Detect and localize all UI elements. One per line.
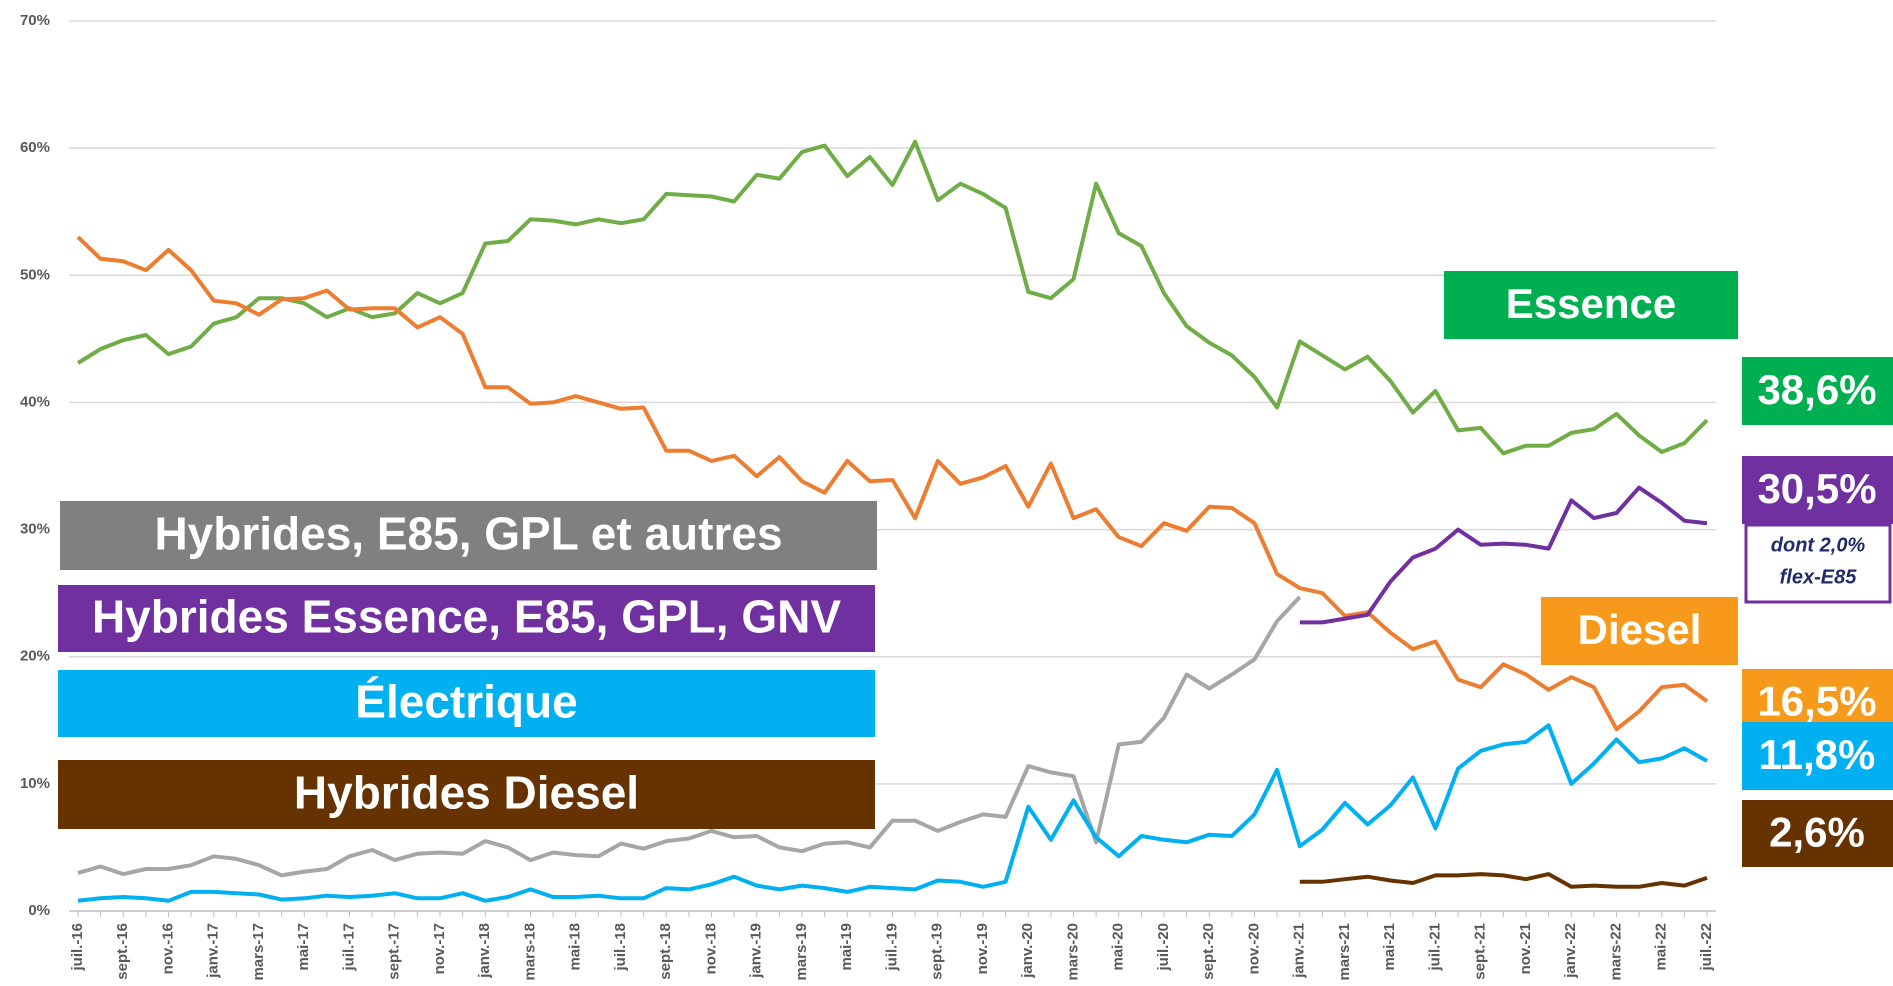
series-line — [1299, 485, 1708, 625]
end-label: 30,5% — [1757, 465, 1876, 512]
x-tick-label: mai-19 — [838, 923, 855, 971]
legend-label: Électrique — [355, 676, 577, 728]
legend-label: Hybrides, E85, GPL et autres — [154, 508, 782, 560]
x-tick-label: janv.-18 — [476, 923, 493, 979]
annotation: flex-E85 — [1780, 566, 1858, 588]
x-tick-label: juil.-16 — [69, 923, 86, 972]
end-label: 2,6% — [1769, 809, 1865, 856]
annotation: dont 2,0% — [1771, 534, 1866, 556]
x-tick-label: mai-17 — [295, 923, 312, 971]
legend-box — [1444, 271, 1738, 339]
x-tick-label: nov.-19 — [974, 923, 991, 974]
end-label-box — [1742, 456, 1893, 524]
x-tick-label: janv.-19 — [748, 923, 765, 979]
x-tick-label: nov.-20 — [1245, 923, 1262, 974]
x-tick-label: nov.-18 — [702, 923, 719, 974]
x-tick-label: juil.-18 — [612, 923, 629, 972]
x-tick-label: mai-21 — [1381, 923, 1398, 971]
x-tick-label: sept.-16 — [114, 923, 131, 980]
legend-label: Hybrides Diesel — [294, 767, 639, 819]
end-label-box — [1742, 357, 1893, 425]
x-tick-label: juil.-19 — [883, 923, 900, 972]
x-tick-label: nov.-17 — [431, 923, 448, 974]
x-tick-label: mars-21 — [1336, 923, 1353, 981]
x-tick-label: sept.-19 — [929, 923, 946, 980]
x-tick-label: juil.-22 — [1698, 923, 1715, 972]
legend-box — [58, 760, 875, 829]
x-tick-label: nov.-16 — [159, 923, 176, 974]
series-line — [77, 723, 1708, 903]
x-tick-label: janv.-17 — [205, 923, 222, 979]
x-tick-label: mars-18 — [521, 923, 538, 981]
x-tick-label: sept.-18 — [657, 923, 674, 980]
legend-label: Hybrides Essence, E85, GPL, GNV — [92, 591, 841, 643]
x-tick-label: mars-19 — [793, 923, 810, 981]
series-line — [1299, 872, 1708, 889]
x-tick-label: juil.-17 — [340, 923, 357, 972]
legend-box — [60, 501, 877, 570]
end-label: 16,5% — [1757, 678, 1876, 725]
x-tick-label: janv.-21 — [1291, 923, 1308, 979]
legend-label: Essence — [1506, 280, 1676, 327]
legend-box — [58, 670, 875, 737]
end-label-box — [1742, 800, 1893, 867]
x-tick-label: mars-20 — [1064, 923, 1081, 981]
x-tick-label: mars-22 — [1607, 923, 1624, 981]
end-label: 11,8% — [1759, 731, 1876, 778]
legend-box — [58, 585, 875, 652]
x-tick-label: sept.-21 — [1472, 923, 1489, 980]
y-tick-label: 30% — [20, 521, 50, 538]
y-tick-label: 40% — [20, 393, 50, 410]
x-tick-label: sept.-20 — [1200, 923, 1217, 980]
x-tick-label: mai-22 — [1653, 923, 1670, 971]
legend-label: Diesel — [1578, 606, 1702, 653]
x-tick-label: janv.-20 — [1019, 923, 1036, 979]
legend-box — [1541, 597, 1738, 665]
y-tick-label: 50% — [20, 266, 50, 283]
x-tick-label: mars-17 — [250, 923, 267, 981]
y-tick-label: 0% — [28, 902, 50, 919]
y-tick-label: 20% — [20, 648, 50, 665]
x-tick-label: nov.-21 — [1517, 923, 1534, 974]
y-tick-label: 10% — [20, 775, 50, 792]
annotation-box — [1744, 523, 1892, 604]
x-tick-label: janv.-22 — [1562, 923, 1579, 979]
series-line — [77, 595, 1302, 878]
x-tick-label: juil.-21 — [1426, 923, 1443, 972]
series-line — [76, 235, 1709, 732]
x-tick-label: sept.-17 — [386, 923, 403, 980]
y-tick-label: 60% — [20, 139, 50, 156]
y-tick-label: 70% — [20, 12, 50, 29]
end-label: 38,6% — [1757, 366, 1876, 413]
x-tick-label: juil.-20 — [1155, 923, 1172, 972]
x-tick-label: mai-18 — [567, 923, 584, 971]
end-label-box — [1742, 722, 1893, 790]
x-tick-label: mai-20 — [1110, 923, 1127, 971]
